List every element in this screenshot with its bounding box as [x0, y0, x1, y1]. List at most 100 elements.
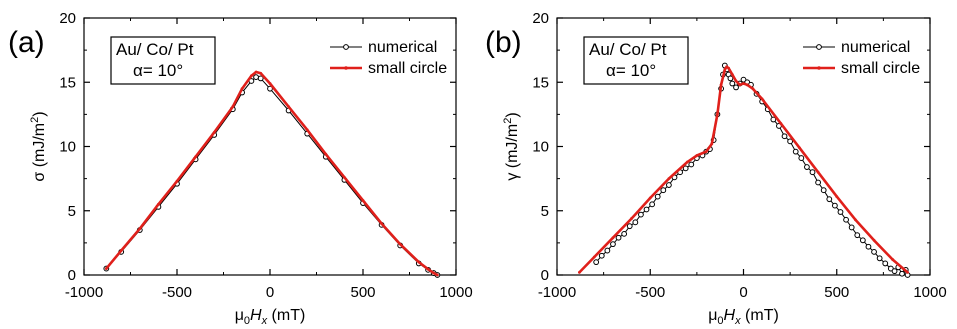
annotation-line-2: α= 10° [606, 61, 656, 80]
data-point-small-circle [157, 202, 160, 206]
data-point-numerical [638, 211, 644, 218]
data-point-numerical [267, 85, 273, 92]
annotation-box [110, 36, 216, 85]
data-point-numerical [792, 148, 799, 155]
data-point-small-circle [175, 179, 179, 183]
y-tick-label: 10 [59, 139, 76, 156]
x-tick-label: 1000 [913, 284, 946, 301]
data-point-numerical [649, 201, 656, 208]
legend-label: numerical [841, 39, 910, 56]
legend-marker [816, 44, 822, 50]
x-axis-label: μ0Hx (mT) [708, 307, 779, 327]
data-point-numerical [854, 232, 861, 239]
x-axis-label: μ0Hx (mT) [235, 307, 306, 327]
data-point-small-circle [212, 130, 216, 134]
legend-label: small circle [841, 60, 920, 77]
data-point-small-circle [798, 146, 801, 150]
data-point-small-circle [231, 105, 235, 109]
y-tick-label: 20 [532, 10, 549, 27]
series-line-small-circle [578, 65, 909, 274]
data-point-numerical [598, 252, 605, 259]
data-point-small-circle [695, 154, 699, 157]
data-point-numerical [899, 270, 905, 277]
x-tick-label: 1000 [439, 284, 472, 301]
data-point-numerical [843, 216, 849, 223]
legend-label: small circle [368, 60, 447, 77]
data-point-numerical [632, 219, 639, 226]
data-point-numerical [253, 74, 259, 81]
data-point-small-circle [745, 83, 749, 87]
annotation-line-1: Au/ Co/ Pt [589, 40, 667, 59]
data-point-numerical [826, 196, 833, 203]
data-point-numerical [837, 209, 844, 215]
data-point-numerical [781, 133, 788, 140]
data-point-numerical [654, 193, 661, 200]
data-point-small-circle [891, 258, 895, 261]
annotation-line-2: α= 10° [133, 61, 183, 80]
x-tick-label: 0 [739, 284, 747, 301]
y-axis-label: γ (mJ/m2) [502, 112, 521, 180]
data-point-small-circle [710, 142, 714, 146]
x-tick-label: 500 [350, 284, 375, 301]
x-tick-label: -1000 [538, 284, 576, 301]
data-point-small-circle [611, 236, 615, 240]
data-point-small-circle [380, 222, 383, 226]
data-point-small-circle [104, 267, 108, 270]
data-point-small-circle [730, 73, 734, 76]
x-tick-label: 0 [266, 284, 274, 301]
data-point-numerical [729, 80, 736, 87]
y-tick-label: 10 [532, 139, 549, 156]
data-point-small-circle [734, 79, 738, 83]
data-point-small-circle [259, 71, 263, 75]
data-point-small-circle [432, 271, 436, 275]
data-point-numerical [727, 75, 734, 82]
panel-label: (b) [485, 26, 522, 59]
data-point-small-circle [760, 97, 764, 101]
data-point-small-circle [727, 66, 730, 70]
data-point-numerical [848, 224, 855, 231]
data-point-small-circle [426, 267, 430, 271]
y-tick-label: 5 [68, 203, 76, 220]
data-point-small-circle [816, 170, 820, 174]
data-point-small-circle [667, 177, 671, 181]
data-point-small-circle [704, 150, 708, 154]
data-point-small-circle [305, 128, 309, 132]
data-point-small-circle [906, 271, 910, 274]
data-point-small-circle [577, 271, 581, 274]
y-tick-label: 0 [541, 267, 549, 284]
data-point-numerical [804, 164, 810, 170]
data-point-numerical [660, 187, 667, 194]
data-point-small-circle [119, 249, 123, 252]
data-point-numerical [257, 75, 264, 82]
data-point-small-circle [854, 218, 857, 222]
data-point-numerical [831, 202, 838, 209]
data-point-small-circle [723, 68, 727, 71]
y-tick-label: 20 [59, 10, 76, 27]
legend-label: numerical [368, 39, 437, 56]
series-line-numerical [595, 63, 909, 276]
x-tick-label: -1000 [65, 284, 103, 301]
annotation-box [583, 36, 689, 85]
y-tick-label: 15 [532, 74, 549, 91]
data-point-numerical [626, 223, 633, 230]
data-point-numerical [610, 241, 616, 248]
data-point-numerical [770, 116, 777, 123]
data-point-small-circle [835, 195, 839, 199]
y-tick-label: 5 [541, 203, 549, 220]
legend-marker [344, 66, 348, 70]
data-point-small-circle [240, 87, 244, 91]
data-point-small-circle [436, 273, 439, 277]
data-point-numerical [787, 138, 794, 145]
chart-panel-a: (a) -1000 -500 0 500 1000 0 5 10 15 20 μ0Hx (mT) σ (… [8, 10, 473, 327]
y-tick-label: 0 [68, 267, 76, 284]
data-point-numerical [604, 247, 611, 254]
data-point-numerical [593, 259, 600, 266]
data-point-small-circle [138, 227, 142, 231]
x-tick-label: 500 [824, 284, 849, 301]
data-point-numerical [809, 169, 816, 176]
data-point-numerical [865, 243, 872, 250]
data-point-small-circle [686, 160, 689, 164]
data-point-small-circle [779, 121, 783, 125]
data-point-small-circle [751, 87, 755, 91]
data-point-small-circle [287, 105, 290, 109]
